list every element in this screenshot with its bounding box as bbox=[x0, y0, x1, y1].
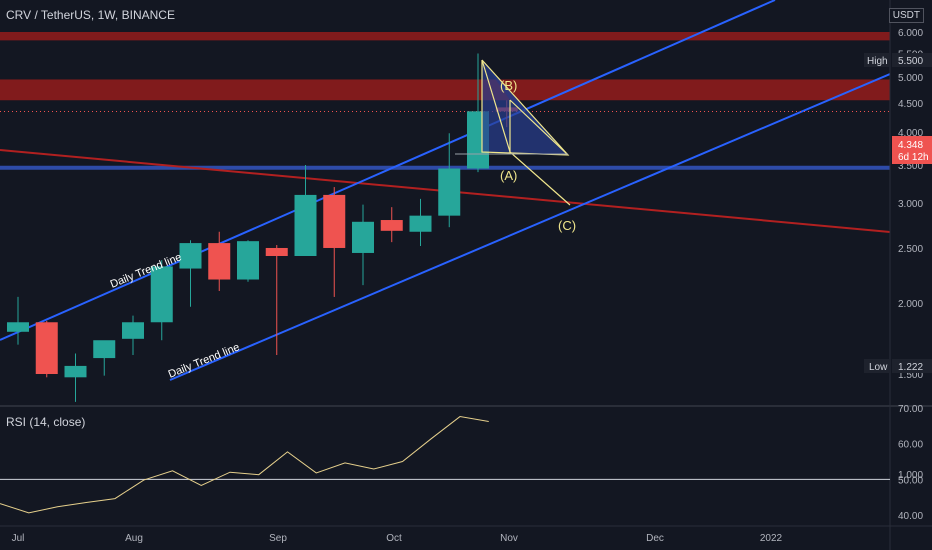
resistance-zone bbox=[0, 79, 890, 101]
price-tick: 5.000 bbox=[898, 73, 923, 84]
candle-body bbox=[352, 221, 374, 253]
low-tag-label: Low bbox=[869, 362, 888, 373]
channel-lower-line bbox=[169, 73, 891, 381]
rsi-label[interactable]: RSI (14, close) bbox=[6, 415, 86, 429]
price-tick: 3.000 bbox=[898, 199, 923, 210]
high-tag-bg bbox=[864, 53, 890, 67]
candle-body bbox=[179, 243, 202, 269]
candle-body bbox=[35, 322, 58, 374]
rsi-tick: 70.00 bbox=[898, 404, 923, 415]
price-tick: 3.500 bbox=[898, 161, 923, 172]
time-label: Jul bbox=[12, 533, 25, 544]
candle-body bbox=[438, 168, 461, 216]
time-label: Oct bbox=[386, 533, 402, 544]
time-label: 2022 bbox=[760, 533, 783, 544]
time-label: Nov bbox=[500, 533, 518, 544]
channel-upper-line bbox=[0, 0, 776, 341]
label-c: (C) bbox=[558, 218, 576, 233]
price-tick: 1.000 bbox=[898, 470, 923, 481]
resistance-zone bbox=[0, 32, 890, 41]
candle-body bbox=[294, 194, 317, 257]
price-tick: 2.000 bbox=[898, 299, 923, 310]
currency-badge[interactable]: USDT bbox=[888, 8, 924, 23]
candle-body bbox=[237, 241, 259, 280]
last-price-bg bbox=[892, 136, 932, 164]
label-b: (B) bbox=[500, 78, 517, 93]
candle-body bbox=[380, 220, 403, 231]
low-tag-bg bbox=[864, 359, 890, 373]
rsi-tick: 40.00 bbox=[898, 511, 923, 522]
last-price-value: 4.348 bbox=[898, 140, 923, 151]
candle-body bbox=[150, 266, 173, 323]
high-tag-label: High bbox=[867, 56, 888, 67]
symbol-title[interactable]: CRV / TetherUS, 1W, BINANCE bbox=[6, 8, 175, 22]
label-a: (A) bbox=[500, 168, 517, 183]
price-tick: 4.500 bbox=[898, 99, 923, 110]
candle-body bbox=[122, 322, 144, 339]
low-value: 1.222 bbox=[898, 362, 923, 373]
high-value-bg bbox=[892, 53, 932, 67]
countdown: 6d 12h bbox=[898, 152, 929, 163]
price-tick: 6.000 bbox=[898, 28, 923, 39]
price-tick: 4.000 bbox=[898, 128, 923, 139]
low-value-bg bbox=[892, 359, 932, 373]
pattern-line-b bbox=[481, 59, 511, 153]
candle-body bbox=[409, 215, 432, 232]
pattern-line-c bbox=[509, 99, 569, 156]
candle-body bbox=[265, 247, 288, 257]
price-tick: 2.500 bbox=[898, 244, 923, 255]
rsi-tick: 60.00 bbox=[898, 440, 923, 451]
time-label: Sep bbox=[269, 533, 287, 544]
time-label: Dec bbox=[646, 533, 664, 544]
candle-body bbox=[64, 365, 87, 378]
price-tick: 1.500 bbox=[898, 370, 923, 381]
high-value: 5.500 bbox=[898, 56, 923, 67]
price-axis-panel bbox=[890, 0, 932, 550]
candle-body bbox=[323, 194, 346, 248]
candle-body bbox=[7, 322, 29, 332]
time-label: Aug bbox=[125, 533, 143, 544]
rsi-line bbox=[0, 416, 489, 514]
rsi-tick: 50.00 bbox=[898, 475, 923, 486]
candle-body bbox=[93, 340, 116, 359]
candle-body bbox=[208, 243, 231, 280]
